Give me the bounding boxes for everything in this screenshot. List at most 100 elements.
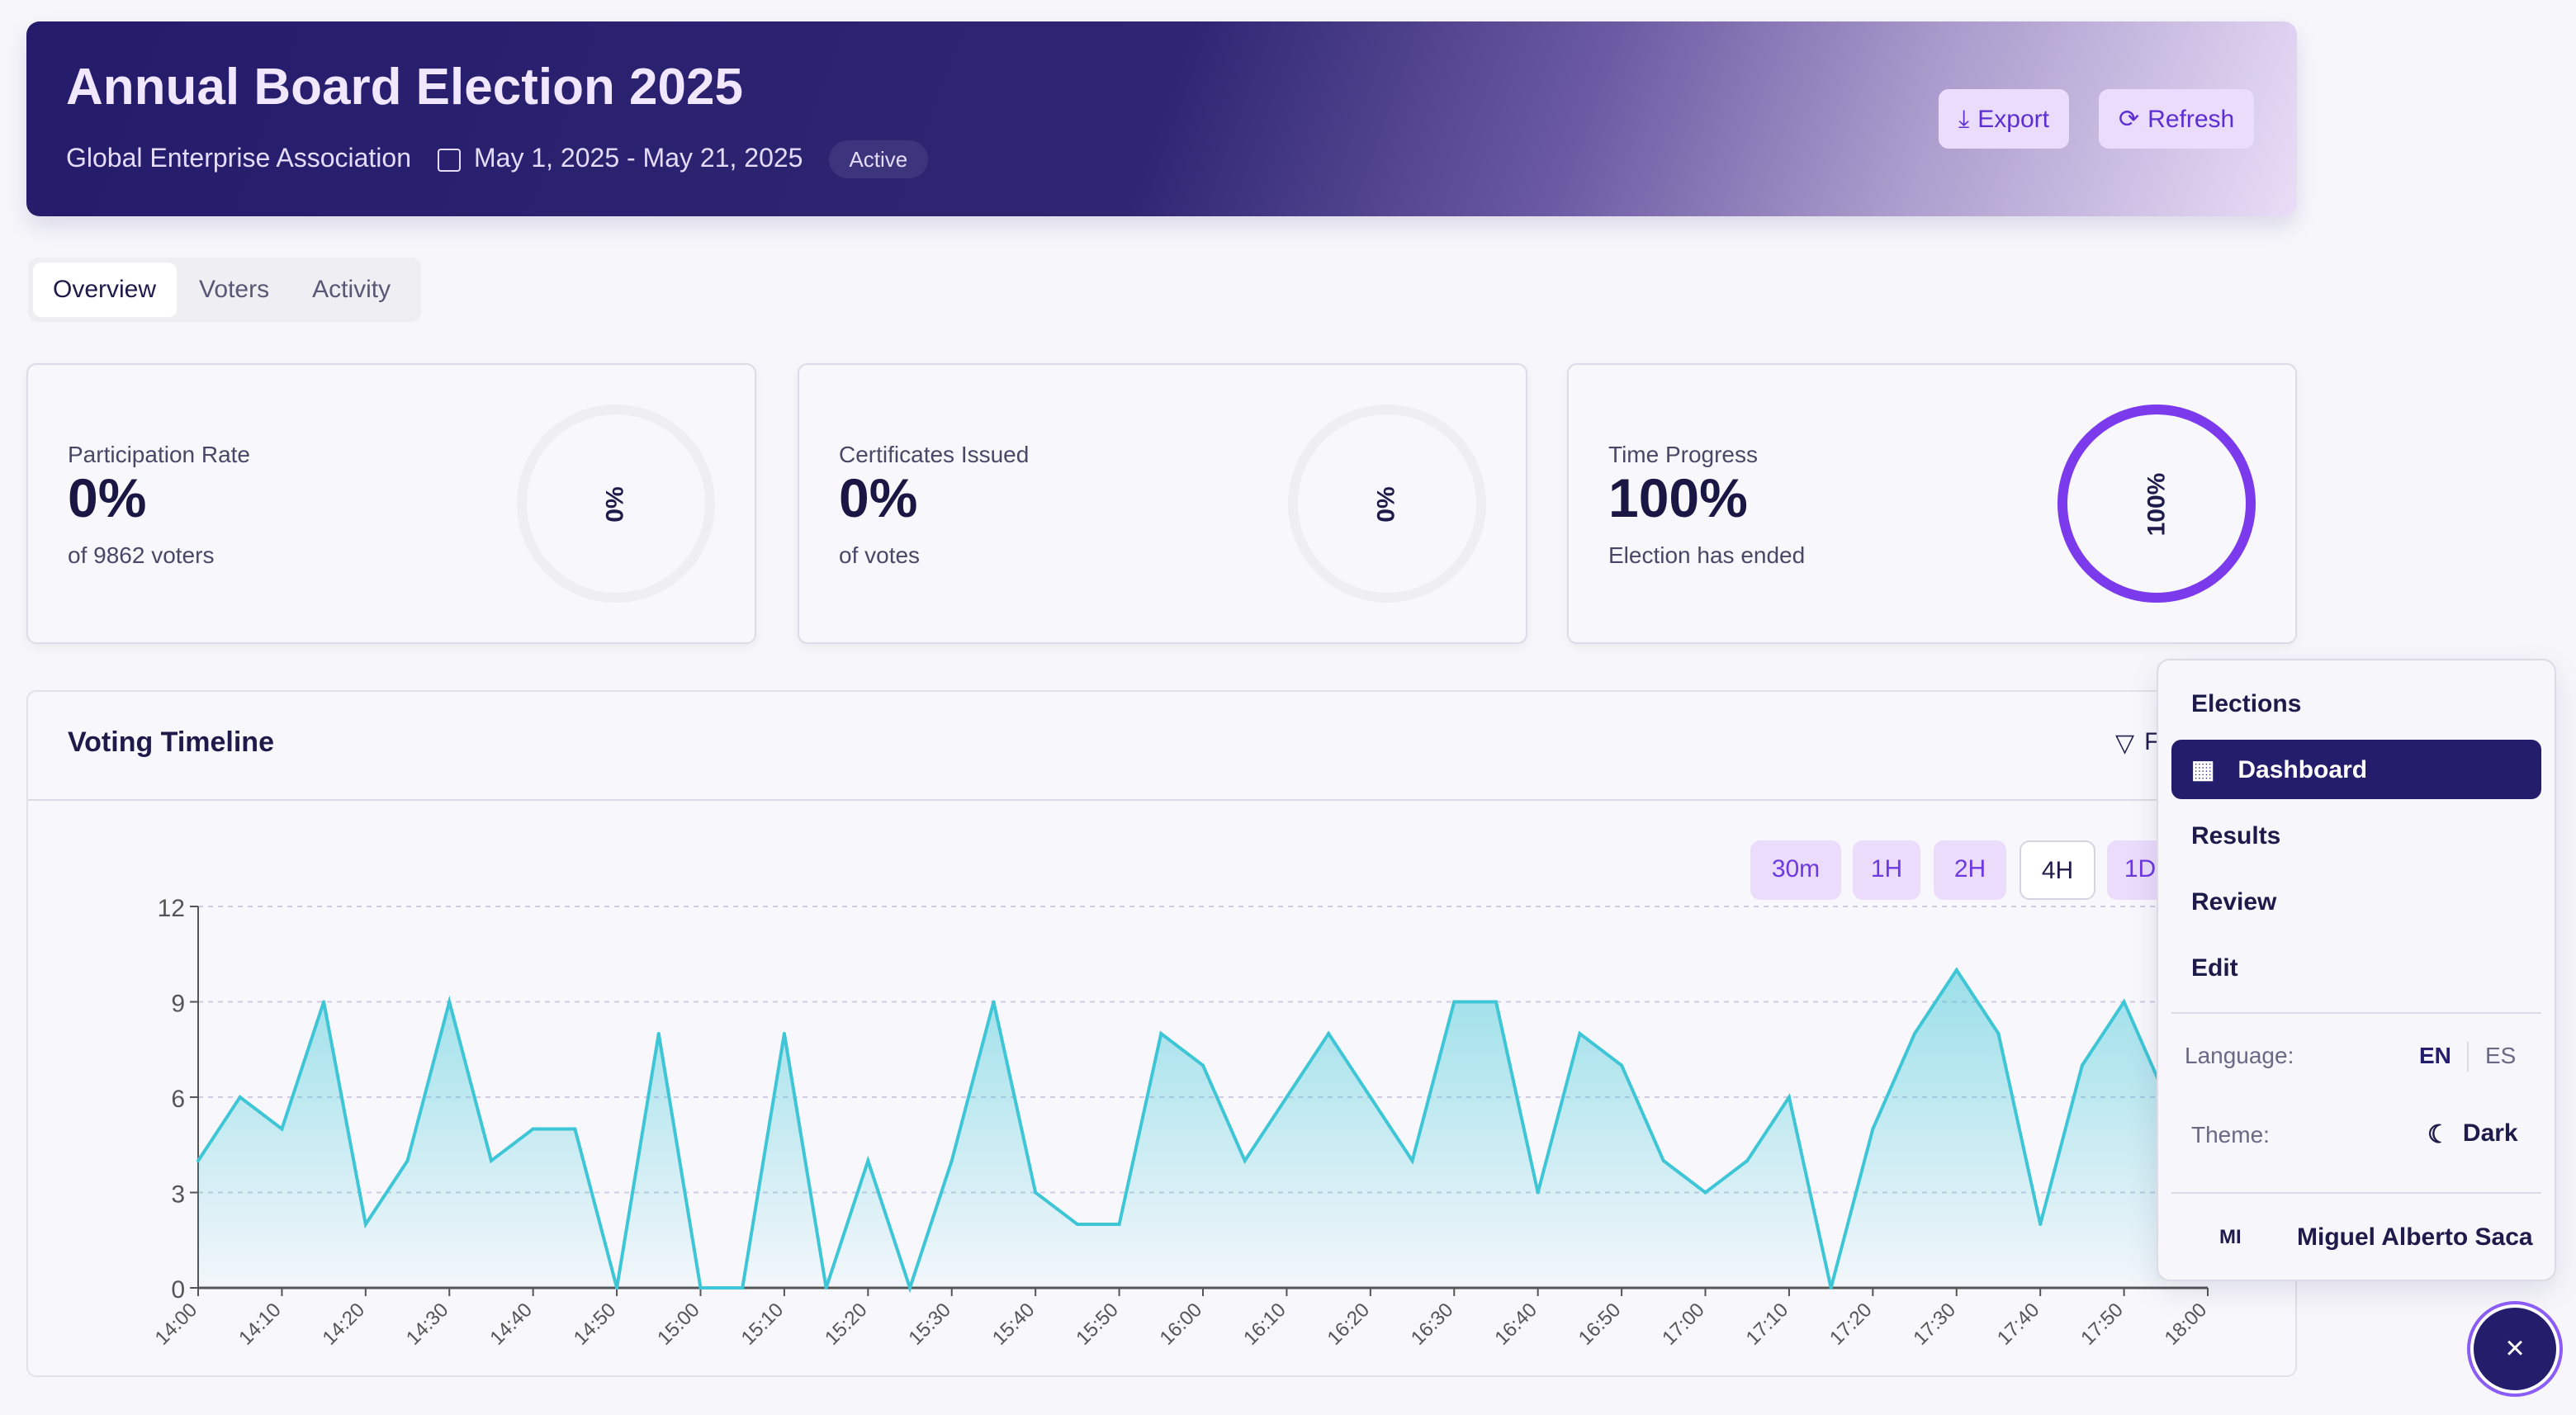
card-label: Time Progress (1608, 441, 1759, 467)
data-point (238, 1096, 242, 1099)
avatar: MI (2219, 1225, 2242, 1248)
data-point (1620, 1063, 1624, 1067)
menu-item-edit[interactable]: Edit (2191, 954, 2238, 982)
data-point (2039, 1223, 2043, 1226)
language-es[interactable]: ES (2485, 1042, 2517, 1068)
user-name[interactable]: Miguel Alberto Saca (2297, 1223, 2533, 1252)
data-point (1410, 1159, 1414, 1162)
x-tick-label: 17:50 (2076, 1299, 2128, 1350)
x-tick-label: 17:30 (1909, 1299, 1960, 1350)
data-point (782, 1032, 786, 1035)
navigation-menu: Elections ▦ Dashboard Results Review Edit… (2157, 659, 2556, 1281)
data-point (1954, 968, 1958, 972)
data-point (741, 1286, 745, 1290)
refresh-button[interactable]: ⟳ Refresh (2099, 89, 2255, 149)
data-point (698, 1286, 703, 1290)
x-tick-label: 15:10 (737, 1299, 788, 1350)
data-point (824, 1286, 828, 1290)
x-tick-label: 17:40 (1993, 1299, 2044, 1350)
data-point (363, 1223, 367, 1226)
language-en[interactable]: EN (2419, 1042, 2451, 1068)
data-point (447, 1000, 452, 1004)
card-label: Participation Rate (68, 441, 251, 467)
data-point (573, 1127, 577, 1131)
certificates-card: Certificates Issued 0% of votes 0% (798, 363, 1527, 644)
data-point (1159, 1032, 1163, 1035)
card-value: 0% (68, 467, 147, 528)
range-4h[interactable]: 4H (2020, 840, 2095, 900)
x-tick-label: 16:30 (1407, 1299, 1458, 1350)
menu-item-dashboard[interactable]: ▦ Dashboard (2171, 740, 2541, 799)
data-point (992, 1000, 996, 1004)
data-point (531, 1127, 535, 1131)
y-tick-label: 3 (171, 1181, 185, 1209)
data-point (1368, 1096, 1372, 1099)
data-point (1745, 1159, 1750, 1162)
card-label: Certificates Issued (839, 441, 1030, 467)
card-caption: of votes (839, 542, 921, 568)
x-tick-label: 16:40 (1490, 1299, 1541, 1350)
menu-label: Dashboard (2237, 755, 2368, 783)
data-point (1243, 1159, 1247, 1162)
filter-button[interactable]: ▽ F (2115, 728, 2159, 758)
download-icon: ⤓ (1958, 105, 1970, 133)
tab-activity[interactable]: Activity (312, 276, 391, 304)
x-tick-label: 14:10 (234, 1299, 286, 1350)
range-2h[interactable]: 2H (1934, 840, 2006, 900)
close-menu-button[interactable]: × (2470, 1304, 2559, 1394)
export-button[interactable]: ⤓ Export (1939, 89, 2069, 149)
x-tick-label: 15:30 (904, 1299, 955, 1350)
theme-value: Dark (2462, 1119, 2518, 1148)
filter-label: F (2144, 728, 2160, 756)
data-point (1913, 1032, 1917, 1035)
data-point (1661, 1159, 1665, 1162)
language-label: Language: (2185, 1042, 2294, 1068)
x-tick-label: 14:30 (402, 1299, 453, 1350)
y-tick-label: 0 (171, 1276, 185, 1304)
election-header: Annual Board Election 2025 Global Enterp… (26, 21, 2297, 216)
dashboard-icon: ▦ (2191, 756, 2215, 784)
card-value: 100% (1608, 467, 1748, 528)
filter-icon: ▽ (2115, 730, 2135, 758)
data-point (949, 1159, 954, 1162)
data-point (1703, 1190, 1707, 1195)
range-30m[interactable]: 30m (1750, 840, 1841, 900)
data-point (1327, 1032, 1331, 1035)
data-point (489, 1159, 493, 1162)
data-point (1829, 1286, 1833, 1290)
tab-voters[interactable]: Voters (199, 276, 270, 304)
x-tick-label: 15:40 (988, 1299, 1039, 1350)
data-point (908, 1286, 912, 1290)
x-tick-label: 17:00 (1658, 1299, 1709, 1350)
series-line (197, 967, 2168, 1294)
x-tick-label: 15:50 (1072, 1299, 1123, 1350)
data-point (197, 1159, 200, 1162)
data-point (280, 1127, 284, 1131)
time-progress-card: Time Progress 100% Election has ended 10… (1567, 363, 2297, 644)
data-point (1075, 1223, 1079, 1226)
menu-item-review[interactable]: Review (2191, 888, 2277, 916)
data-point (1578, 1032, 1582, 1035)
card-caption: of 9862 voters (68, 542, 215, 568)
moon-icon: ☾ (2427, 1121, 2450, 1149)
data-point (405, 1159, 410, 1162)
participation-card: Participation Rate 0% of 9862 voters 0% (26, 363, 756, 644)
menu-section-elections[interactable]: Elections (2191, 690, 2302, 718)
data-point (1787, 1096, 1791, 1099)
data-point (1871, 1127, 1875, 1131)
range-1h[interactable]: 1H (1853, 840, 1920, 900)
theme-toggle[interactable]: ☾ Dark (2427, 1119, 2518, 1149)
data-point (615, 1286, 619, 1290)
menu-item-results[interactable]: Results (2191, 822, 2281, 850)
data-point (656, 1032, 661, 1035)
tab-overview[interactable]: Overview (33, 263, 177, 317)
x-tick-label: 16:10 (1239, 1299, 1290, 1350)
refresh-label: Refresh (2147, 105, 2235, 133)
x-tick-label: 14:00 (151, 1299, 202, 1350)
data-point (866, 1159, 870, 1162)
organization-name: Global Enterprise Association (66, 144, 411, 173)
data-point (2122, 1000, 2126, 1004)
theme-label: Theme: (2191, 1121, 2270, 1148)
x-tick-label: 14:20 (319, 1299, 370, 1350)
